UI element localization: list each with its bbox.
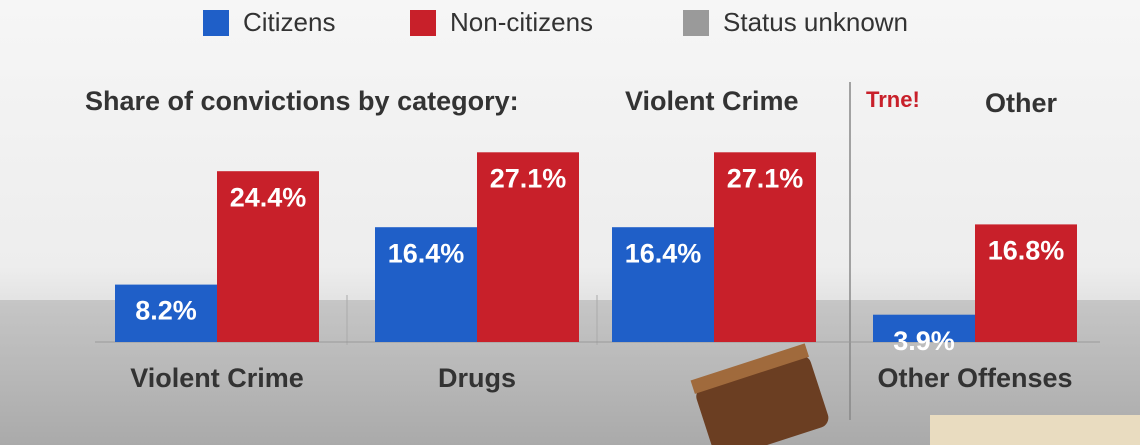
data-label: 24.4% xyxy=(230,182,307,212)
bar xyxy=(873,314,975,342)
data-label: 16.8% xyxy=(988,236,1065,266)
legend-swatch xyxy=(683,10,709,36)
legend-label: Status unknown xyxy=(723,7,908,37)
header: Violent Crime xyxy=(625,86,799,116)
legend-label: Citizens xyxy=(243,7,335,37)
bar xyxy=(375,227,477,342)
data-label: 27.1% xyxy=(490,163,567,193)
data-label: 16.4% xyxy=(625,238,702,268)
x-tick-label: Drugs xyxy=(438,363,516,393)
data-label: 3.9% xyxy=(893,326,955,356)
bar xyxy=(217,171,319,342)
header: Other xyxy=(985,88,1058,118)
bar xyxy=(975,224,1077,342)
bar xyxy=(612,227,714,342)
data-label: 27.1% xyxy=(727,163,804,193)
data-label: 16.4% xyxy=(388,238,465,268)
legend-swatch xyxy=(203,10,229,36)
bar xyxy=(477,152,579,342)
bar xyxy=(714,152,816,342)
bar xyxy=(115,284,217,342)
chart-title: Share of convictions by category: xyxy=(85,86,519,116)
gavel xyxy=(690,343,1140,445)
x-tick-label: Other Offenses xyxy=(877,363,1072,393)
x-tick-label: Violent Crime xyxy=(130,363,304,393)
legend-label: Non-citizens xyxy=(450,7,593,37)
header: Trne! xyxy=(866,87,920,112)
legend-swatch xyxy=(410,10,436,36)
data-label: 8.2% xyxy=(135,296,197,326)
